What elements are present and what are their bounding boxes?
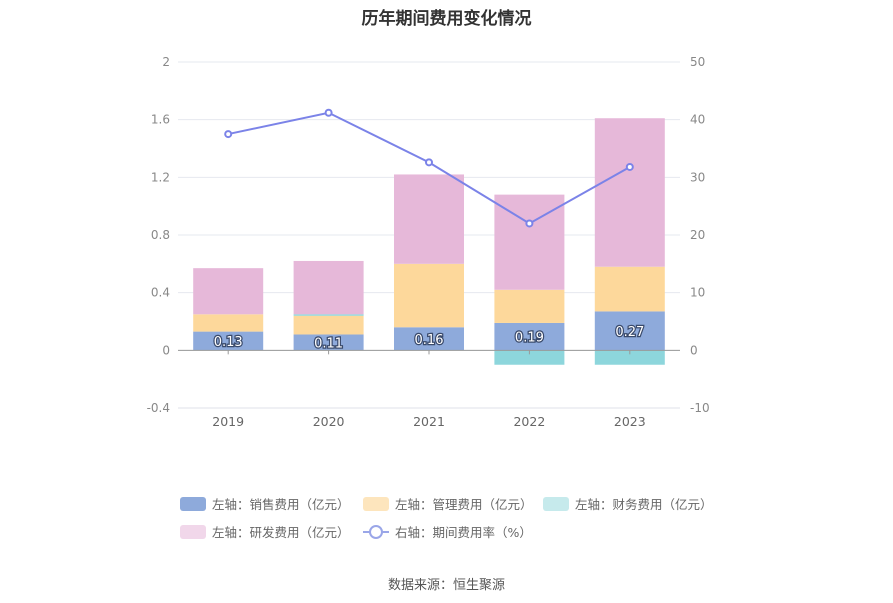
right-tick-label: 40 bbox=[690, 113, 705, 127]
right-tick-label: 30 bbox=[690, 170, 705, 184]
bar-0-2023 bbox=[594, 311, 665, 351]
legend-item-rd[interactable]: 左轴：研发费用（亿元） bbox=[180, 522, 350, 541]
bar-1-2021 bbox=[394, 263, 464, 328]
legend-item-sales[interactable]: 左轴：销售费用（亿元） bbox=[180, 494, 350, 513]
expense-ratio-point bbox=[425, 158, 433, 167]
bar-2-2023 bbox=[594, 350, 665, 365]
left-tick-label: 1.6 bbox=[151, 113, 170, 127]
data-label-sales: 0.27 bbox=[615, 325, 644, 340]
chart-title: 历年期间费用变化情况 bbox=[361, 9, 532, 29]
x-tick-label: 2023 bbox=[614, 414, 646, 429]
left-tick-label: 1.2 bbox=[151, 170, 170, 184]
bar-1-2020 bbox=[293, 315, 364, 335]
bar-3-2019 bbox=[193, 268, 264, 315]
bar-0-2020 bbox=[293, 334, 364, 351]
line-layer bbox=[224, 108, 634, 228]
data-label-sales: 0.19 bbox=[515, 331, 544, 346]
legend-swatch-admin bbox=[363, 496, 389, 511]
left-tick-label: 0.4 bbox=[151, 286, 170, 300]
x-tick-label: 2020 bbox=[313, 414, 345, 429]
bar-0-2022 bbox=[494, 322, 565, 351]
x-tick-label: 2019 bbox=[212, 414, 244, 429]
expense-ratio-point bbox=[224, 130, 233, 139]
bar-1-2023 bbox=[594, 266, 665, 312]
bar-layer bbox=[193, 118, 665, 365]
data-label-sales: 0.11 bbox=[314, 336, 343, 351]
expense-ratio-point bbox=[625, 162, 634, 171]
data-label-sales: 0.13 bbox=[214, 335, 243, 350]
x-tick-label: 2021 bbox=[413, 414, 445, 429]
bar-1-2019 bbox=[193, 314, 264, 332]
right-tick-label: -10 bbox=[690, 401, 710, 415]
bar-2-2020 bbox=[293, 314, 364, 316]
legend-label-admin: 左轴：管理费用（亿元） bbox=[395, 497, 533, 512]
left-tick-label: -0.4 bbox=[147, 401, 170, 415]
right-tick-label: 20 bbox=[690, 228, 705, 242]
legend-label-sales: 左轴：销售费用（亿元） bbox=[212, 497, 350, 512]
data-label-sales: 0.16 bbox=[415, 333, 444, 348]
legend-label-finance: 左轴：财务费用（亿元） bbox=[575, 497, 713, 512]
legend-item-admin[interactable]: 左轴：管理费用（亿元） bbox=[363, 494, 533, 513]
legend-label-rd: 左轴：研发费用（亿元） bbox=[212, 525, 350, 540]
legend-label-expense-ratio: 右轴：期间费用率（%） bbox=[395, 525, 532, 540]
expense-ratio-point bbox=[324, 108, 333, 117]
bar-0-2021 bbox=[394, 327, 464, 351]
bar-3-2020 bbox=[293, 260, 364, 315]
left-tick-label: 0 bbox=[162, 343, 170, 357]
bar-0-2019 bbox=[193, 331, 264, 351]
right-tick-label: 10 bbox=[690, 286, 705, 300]
right-tick-label: 0 bbox=[690, 343, 698, 357]
data-source: 数据来源：恒生聚源 bbox=[387, 578, 505, 593]
chart-plot: 0.13 0.11 0.16 0.19 0.27 -0.400.40.81.21.62-… bbox=[147, 55, 710, 429]
legend-line-marker-icon bbox=[363, 524, 389, 539]
legend-swatch-rd bbox=[180, 524, 206, 539]
expense-ratio-point bbox=[525, 219, 534, 228]
left-tick-label: 0.8 bbox=[151, 228, 170, 242]
axes: -0.4 0 0.4 0.8 1.2 1.6 2 -10 0 10 20 30 40 50 2019 2020… bbox=[147, 55, 710, 429]
bar-3-2023 bbox=[594, 118, 665, 267]
legend-swatch-sales bbox=[180, 496, 206, 511]
right-tick-label: 50 bbox=[690, 55, 705, 69]
data-labels: 0.13 0.11 0.16 0.19 0.27 bbox=[212, 324, 645, 353]
legend-swatch-finance bbox=[543, 496, 569, 511]
bar-1-2022 bbox=[494, 289, 565, 323]
bar-2-2022 bbox=[494, 350, 565, 365]
x-tick-label: 2022 bbox=[513, 414, 545, 429]
legend-item-expense-ratio[interactable]: 右轴：期间费用率（%） bbox=[363, 522, 532, 541]
bar-3-2021 bbox=[394, 174, 464, 264]
left-tick-label: 2 bbox=[162, 55, 170, 69]
legend-item-finance[interactable]: 左轴：财务费用（亿元） bbox=[543, 494, 713, 513]
